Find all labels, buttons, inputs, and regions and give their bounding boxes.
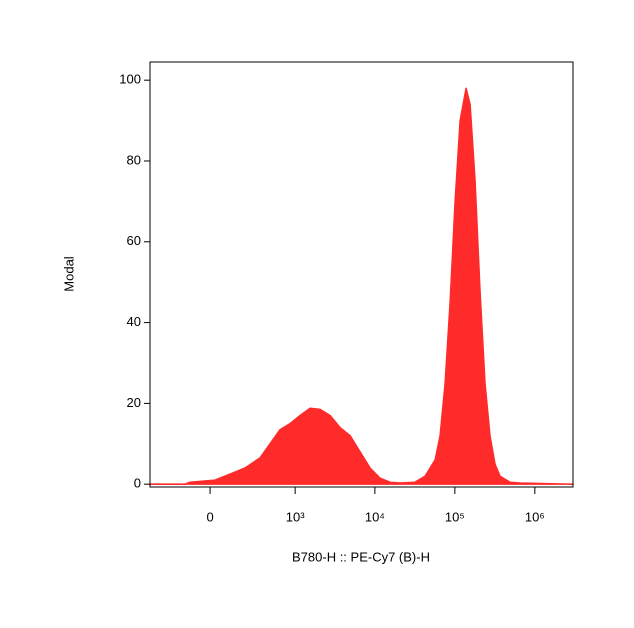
- y-tick-label: 40: [127, 314, 141, 329]
- x-tick-label: 10⁴: [365, 509, 385, 524]
- y-tick-label: 20: [127, 395, 141, 410]
- y-tick-label: 60: [127, 233, 141, 248]
- x-tick-label: 10³: [286, 509, 305, 524]
- x-axis-label: B780-H :: PE-Cy7 (B)-H: [292, 549, 430, 564]
- y-tick-label: 80: [127, 152, 141, 167]
- y-axis-label: Modal: [61, 256, 76, 292]
- histogram-area: [149, 87, 574, 485]
- x-tick-label: 10⁶: [525, 509, 545, 524]
- x-tick-label: 10⁵: [445, 509, 465, 524]
- y-tick-label: 0: [134, 476, 141, 491]
- x-tick-label: 0: [206, 509, 213, 524]
- plot-frame: [149, 61, 574, 488]
- y-tick-label: 100: [119, 72, 141, 87]
